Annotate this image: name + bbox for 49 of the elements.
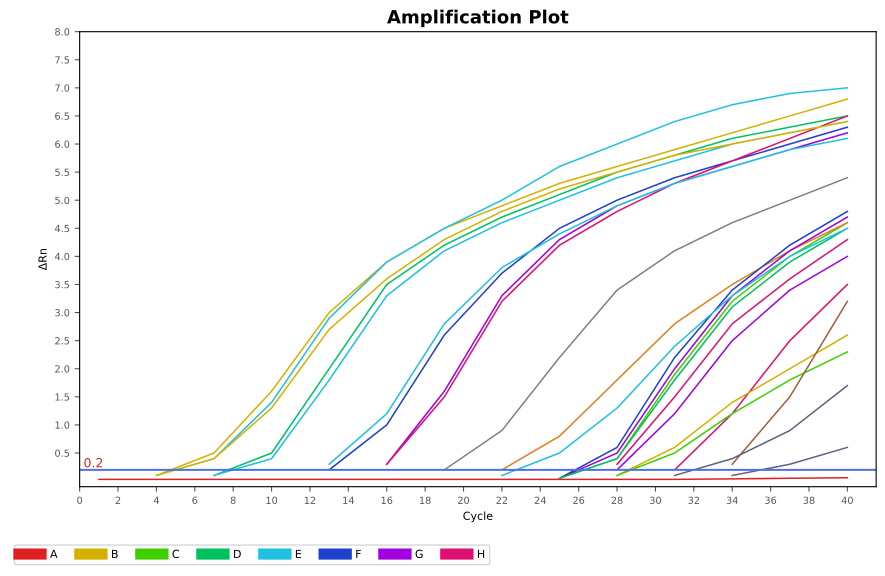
y-tick-label: 5.0 — [55, 196, 70, 204]
y-tick-label: 5.5 — [55, 168, 70, 176]
y-tick-label: 2.0 — [55, 365, 70, 373]
x-tick-label: 26 — [573, 496, 584, 504]
x-tick-label: 24 — [534, 496, 546, 504]
y-tick-label: 1.5 — [56, 393, 70, 401]
y-tick-label: 4.0 — [54, 252, 70, 260]
y-tick-label: 7.0 — [55, 84, 70, 92]
x-tick-label: 16 — [382, 496, 392, 504]
x-tick-label: 10 — [266, 496, 278, 504]
x-tick-label: 32 — [688, 496, 700, 504]
y-tick-label: 3.0 — [55, 309, 70, 316]
x-tick-label: 30 — [650, 496, 661, 504]
legend-label: A — [50, 550, 58, 558]
x-tick-label: 2 — [116, 496, 120, 504]
x-tick-label: 12 — [304, 496, 316, 504]
x-tick-label: 0 — [77, 496, 82, 504]
y-tick-label: 6.0 — [55, 140, 70, 148]
y-tick-label: 0.5 — [55, 449, 70, 457]
legend-label: G — [416, 550, 423, 558]
y-tick-label: 4.5 — [54, 224, 70, 232]
x-tick-label: 4 — [154, 496, 159, 504]
x-tick-label: 38 — [804, 496, 814, 504]
x-tick-label: 8 — [230, 496, 236, 504]
y-tick-label: 2.5 — [55, 337, 70, 344]
ref-line-label: 0.2 — [84, 458, 102, 468]
x-tick-label: 20 — [458, 496, 470, 504]
x-axis-title: Cycle — [463, 511, 492, 522]
x-tick-label: 36 — [765, 496, 776, 504]
x-tick-label: 34 — [726, 496, 738, 504]
y-tick-label: 8.0 — [55, 28, 70, 36]
x-tick-label: 18 — [420, 496, 431, 504]
x-tick-label: 28 — [612, 496, 623, 504]
legend-label: D — [234, 550, 241, 558]
legend-label: E — [296, 550, 302, 558]
legend-label: C — [172, 550, 180, 558]
y-tick-label: 7.5 — [55, 56, 70, 64]
y-tick-label: 1.0 — [56, 421, 70, 429]
x-tick-label: 6 — [192, 496, 198, 504]
x-tick-label: 14 — [343, 496, 354, 504]
y-axis-title: ΔRn — [38, 248, 47, 270]
legend-label: B — [112, 550, 118, 558]
legend-label: H — [478, 550, 484, 558]
x-tick-label: 22 — [496, 496, 508, 504]
y-tick-label: 3.5 — [55, 280, 70, 288]
x-tick-label: 40 — [842, 496, 853, 504]
legend-label: F — [356, 550, 361, 558]
chart-title: Amplification Plot — [387, 10, 568, 28]
y-tick-label: 6.5 — [55, 112, 70, 120]
